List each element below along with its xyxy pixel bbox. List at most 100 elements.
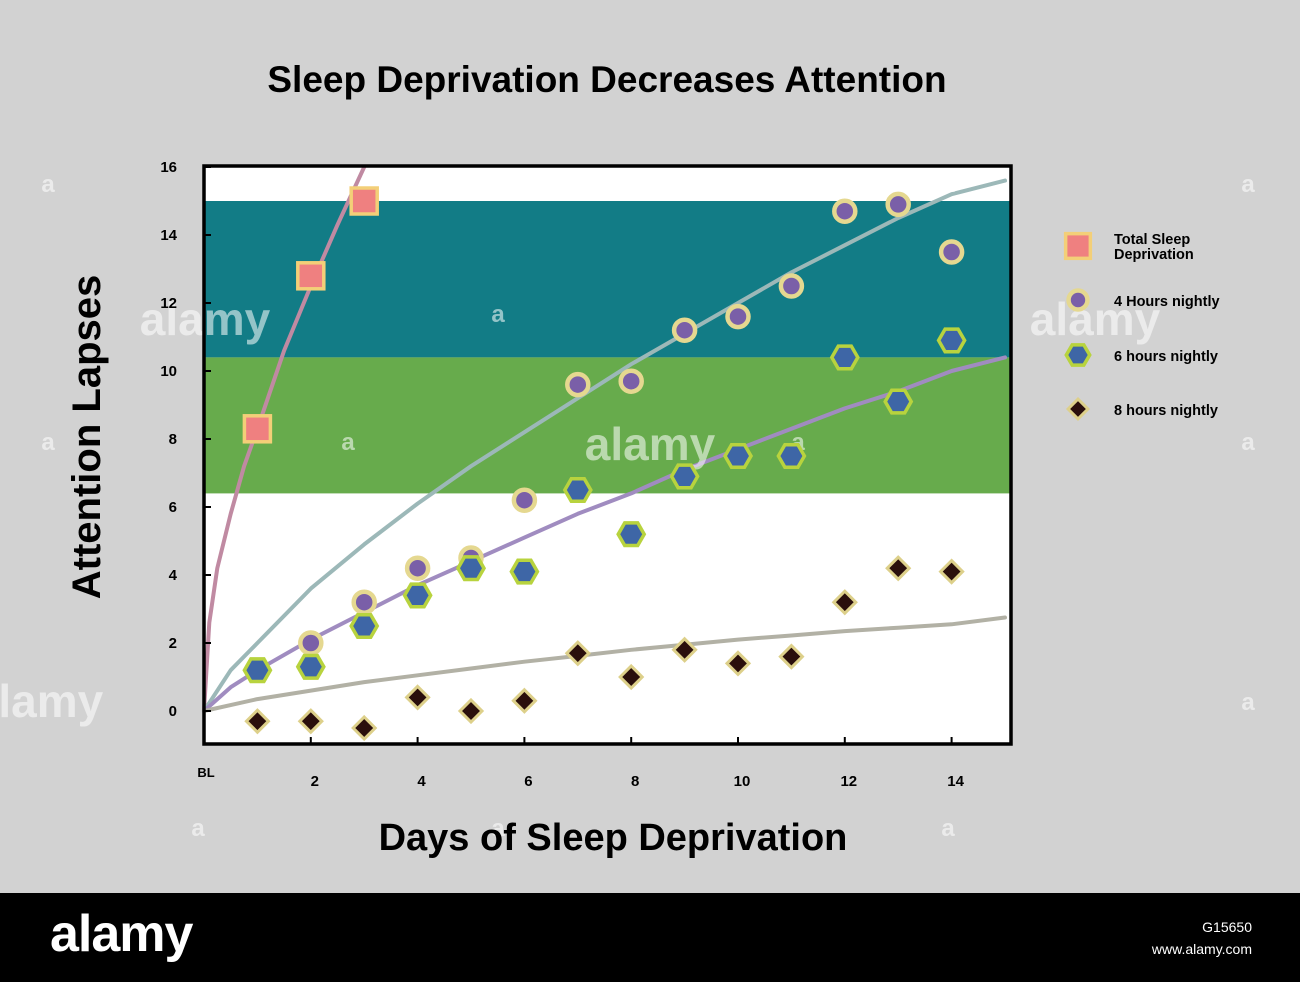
- point-s2-9: [722, 442, 754, 470]
- watermark-mark-3: a: [1241, 171, 1255, 198]
- watermark-mark-7: a: [491, 554, 505, 581]
- point-s2-7: [616, 521, 647, 548]
- point-s2-0: [242, 657, 273, 684]
- footer-bar: [0, 893, 1300, 982]
- y-tick-label-8: 16: [160, 159, 177, 176]
- point-s1-10: [832, 198, 858, 224]
- watermark-mark-4: a: [341, 429, 355, 456]
- point-s2-10: [776, 442, 807, 470]
- trend-curve-0: [202, 165, 367, 713]
- watermarks: alamyalamyalamyalamyaaaaaaaaaaaaaa: [0, 171, 1255, 842]
- point-s3-3: [404, 684, 431, 711]
- point-s2-2: [349, 612, 380, 640]
- point-s3-11: [831, 589, 858, 616]
- y-axis-label: Attention Lapses: [65, 275, 109, 599]
- legend-marker-1: [1066, 288, 1090, 312]
- x-tick-label-5: 10: [734, 773, 751, 790]
- point-s1-12: [938, 239, 965, 265]
- legend-marker-2: [1064, 343, 1092, 367]
- legend-label-0-1: Deprivation: [1114, 247, 1194, 263]
- watermark-mark-10: a: [491, 815, 505, 842]
- point-s3-13: [938, 558, 965, 585]
- point-s3-4: [457, 697, 485, 725]
- y-tick-label-2: 4: [169, 567, 178, 584]
- legend-label-0-0: Total Sleep: [1114, 232, 1190, 248]
- plot-frame: [202, 164, 1013, 746]
- watermark-mark-6: a: [1241, 429, 1255, 456]
- site-url: www.alamy.com: [1151, 941, 1252, 957]
- point-s3-5: [511, 687, 538, 714]
- watermark-mark-11: a: [941, 815, 955, 842]
- point-s1-8: [725, 303, 751, 330]
- trend-curves: [202, 165, 1007, 713]
- point-s1-0: [298, 630, 324, 656]
- legend-label-2-0: 6 hours nightly: [1114, 349, 1218, 365]
- watermark-mark-0: a: [41, 171, 55, 198]
- point-s3-0: [244, 708, 271, 735]
- x-tick-label-0: BL: [197, 765, 214, 780]
- y-tick-label-6: 12: [160, 295, 177, 312]
- chart: Sleep Deprivation Decreases Attention al…: [0, 59, 1255, 859]
- point-s2-3: [402, 582, 433, 609]
- trend-curve-1: [202, 178, 1007, 713]
- point-s1-5: [565, 371, 591, 398]
- x-tick-label-3: 6: [524, 773, 532, 790]
- legend-marker-0: [1063, 231, 1093, 261]
- y-tick-label-4: 8: [169, 431, 177, 448]
- point-s1-11: [885, 191, 911, 218]
- trend-curve-2: [202, 355, 1007, 713]
- x-tick-label-6: 12: [840, 773, 857, 790]
- point-s2-11: [829, 344, 860, 371]
- y-tick-label-0: 0: [169, 703, 177, 720]
- watermark-mark-9: a: [41, 429, 55, 456]
- y-tick-label-3: 6: [169, 499, 177, 516]
- point-s3-10: [778, 643, 805, 670]
- point-s3-9: [724, 650, 752, 677]
- x-tick-label-7: 14: [947, 773, 964, 790]
- x-tick-label-1: 2: [311, 773, 319, 790]
- point-s0-2: [349, 186, 379, 216]
- point-s1-9: [778, 273, 805, 299]
- watermark-1: alamy: [585, 418, 716, 470]
- x-tick-label-4: 8: [631, 773, 639, 790]
- point-s3-7: [618, 663, 645, 691]
- legend-label-1-0: 4 Hours nightly: [1114, 294, 1220, 310]
- y-tick-label-1: 2: [169, 635, 177, 652]
- point-s2-4: [455, 555, 487, 582]
- x-axis-label: Days of Sleep Deprivation: [379, 817, 848, 859]
- watermark-mark-2: a: [941, 171, 955, 198]
- point-s3-6: [564, 640, 591, 667]
- point-s3-12: [885, 555, 912, 582]
- image-id: G15650: [1202, 919, 1252, 935]
- y-axis-ticks: 0 2 4 6 8 10 12 14 16: [160, 159, 211, 720]
- watermark-mark-1: a: [491, 301, 505, 328]
- watermark-3: alamy: [0, 675, 104, 727]
- point-s1-4: [511, 487, 538, 513]
- point-s2-5: [509, 558, 540, 585]
- point-s1-2: [404, 555, 431, 581]
- point-s2-1: [295, 653, 326, 680]
- point-s3-8: [671, 636, 698, 663]
- y-tick-label-5: 10: [160, 363, 177, 380]
- point-s2-13: [936, 327, 967, 354]
- point-s2-12: [883, 388, 914, 415]
- point-s1-7: [671, 317, 698, 343]
- y-tick-label-7: 14: [160, 227, 177, 244]
- plot-border: [202, 164, 1013, 746]
- point-s0-0: [242, 414, 273, 444]
- data-points: [242, 186, 967, 742]
- point-s2-6: [562, 476, 593, 504]
- x-axis-ticks: BL 2 4 6 8 10 12 14: [197, 737, 965, 790]
- point-s1-1: [351, 589, 377, 615]
- watermark-2: alamy: [1030, 293, 1161, 345]
- legend-label-3-0: 8 hours nightly: [1114, 403, 1218, 419]
- point-s3-2: [351, 714, 378, 742]
- footer-credits: G15650 www.alamy.com: [1152, 916, 1252, 960]
- point-s0-1: [296, 261, 326, 291]
- x-tick-label-2: 4: [417, 773, 426, 790]
- point-s1-6: [618, 368, 644, 394]
- point-s2-8: [669, 463, 700, 490]
- chart-title: Sleep Deprivation Decreases Attention: [267, 59, 946, 100]
